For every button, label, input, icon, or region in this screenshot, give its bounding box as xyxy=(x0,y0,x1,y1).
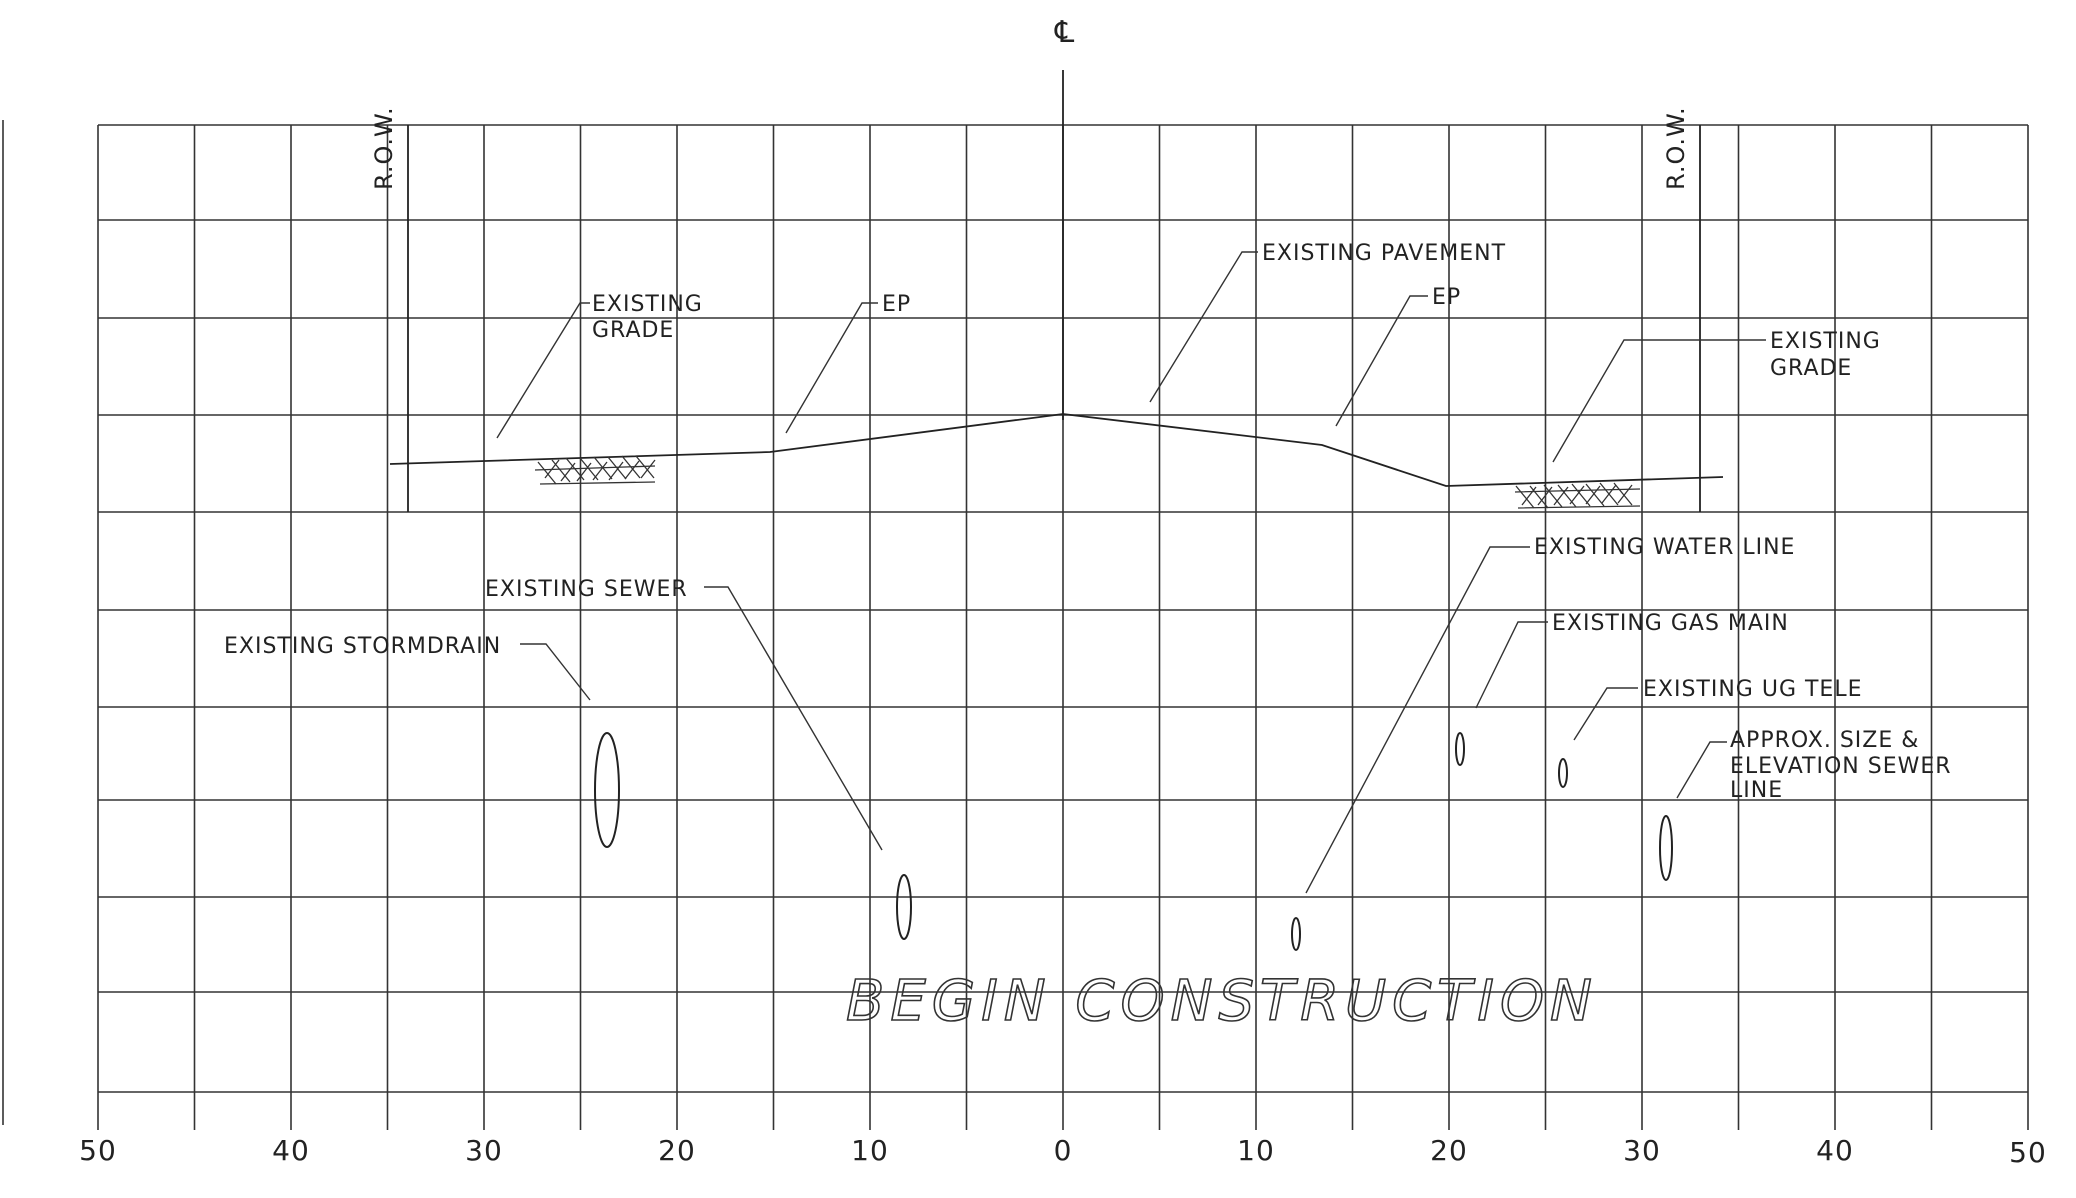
row-label-left: R.O.W. xyxy=(370,106,398,190)
water-line-pipe xyxy=(1291,917,1301,951)
leader-approx-sewer xyxy=(1676,741,1727,799)
grade-hatch-left xyxy=(534,455,656,485)
axis-tick-label: 10 xyxy=(1237,1134,1275,1167)
ug-tele-pipe xyxy=(1558,758,1568,788)
centerline-symbol: ℄ xyxy=(1054,15,1075,50)
label-existing-gas-main: EXISTING GAS MAIN xyxy=(1552,611,1789,636)
label-ep-right: EP xyxy=(1432,285,1461,310)
label-existing-grade-right-2: GRADE xyxy=(1770,356,1852,381)
axis-tick-label: 30 xyxy=(465,1134,503,1167)
axis-tick-label: 50 xyxy=(2009,1136,2047,1169)
label-existing-stormdrain: EXISTING STORMDRAIN xyxy=(224,634,501,659)
row-label-right: R.O.W. xyxy=(1662,106,1690,190)
leader-existing-ug-tele xyxy=(1573,687,1638,741)
approx-sewer-pipe xyxy=(1659,815,1673,881)
axis-tick-label: 20 xyxy=(1430,1134,1468,1167)
axis-tick-label: 10 xyxy=(851,1134,889,1167)
leader-existing-water-line xyxy=(1305,546,1530,894)
axis-tick-label: 20 xyxy=(658,1134,696,1167)
label-approx-1: APPROX. SIZE & xyxy=(1730,728,1919,753)
axis-tick-label: 40 xyxy=(1816,1134,1854,1167)
label-existing-water-line: EXISTING WATER LINE xyxy=(1534,535,1795,560)
label-ep-left: EP xyxy=(882,292,911,317)
label-approx-3: LINE xyxy=(1730,778,1783,803)
label-existing-grade-left-1: EXISTING xyxy=(592,292,703,317)
leader-existing-grade-left xyxy=(496,302,590,439)
leader-existing-sewer xyxy=(704,586,883,851)
label-existing-ug-tele: EXISTING UG TELE xyxy=(1643,677,1863,702)
label-approx-2: ELEVATION SEWER xyxy=(1730,754,1952,779)
leader-existing-grade-right xyxy=(1552,339,1766,463)
existing-grade-profile xyxy=(389,413,1724,487)
leader-existing-stormdrain xyxy=(520,643,591,701)
axis-labels: 50 40 30 20 10 0 10 20 30 40 50 xyxy=(79,1134,2047,1169)
leader-existing-gas-main xyxy=(1475,621,1548,709)
leader-ep-right xyxy=(1335,295,1428,427)
stormdrain-pipe xyxy=(594,732,620,848)
gas-main-pipe xyxy=(1455,732,1465,766)
axis-tick-label: 0 xyxy=(1054,1134,1073,1167)
axis-tick-label: 40 xyxy=(272,1134,310,1167)
axis-tick-label: 50 xyxy=(79,1134,117,1167)
label-existing-pavement: EXISTING PAVEMENT xyxy=(1262,241,1506,266)
begin-construction-title: BEGIN CONSTRUCTION xyxy=(846,969,1598,1034)
label-existing-grade-left-2: GRADE xyxy=(592,318,674,343)
label-existing-sewer: EXISTING SEWER xyxy=(485,577,688,602)
label-existing-grade-right-1: EXISTING xyxy=(1770,329,1881,354)
leader-ep-left xyxy=(785,302,878,434)
sewer-pipe xyxy=(896,874,912,940)
leader-existing-pavement xyxy=(1149,251,1258,403)
axis-tick-label: 30 xyxy=(1623,1134,1661,1167)
grade-hatch-right xyxy=(1514,482,1641,509)
